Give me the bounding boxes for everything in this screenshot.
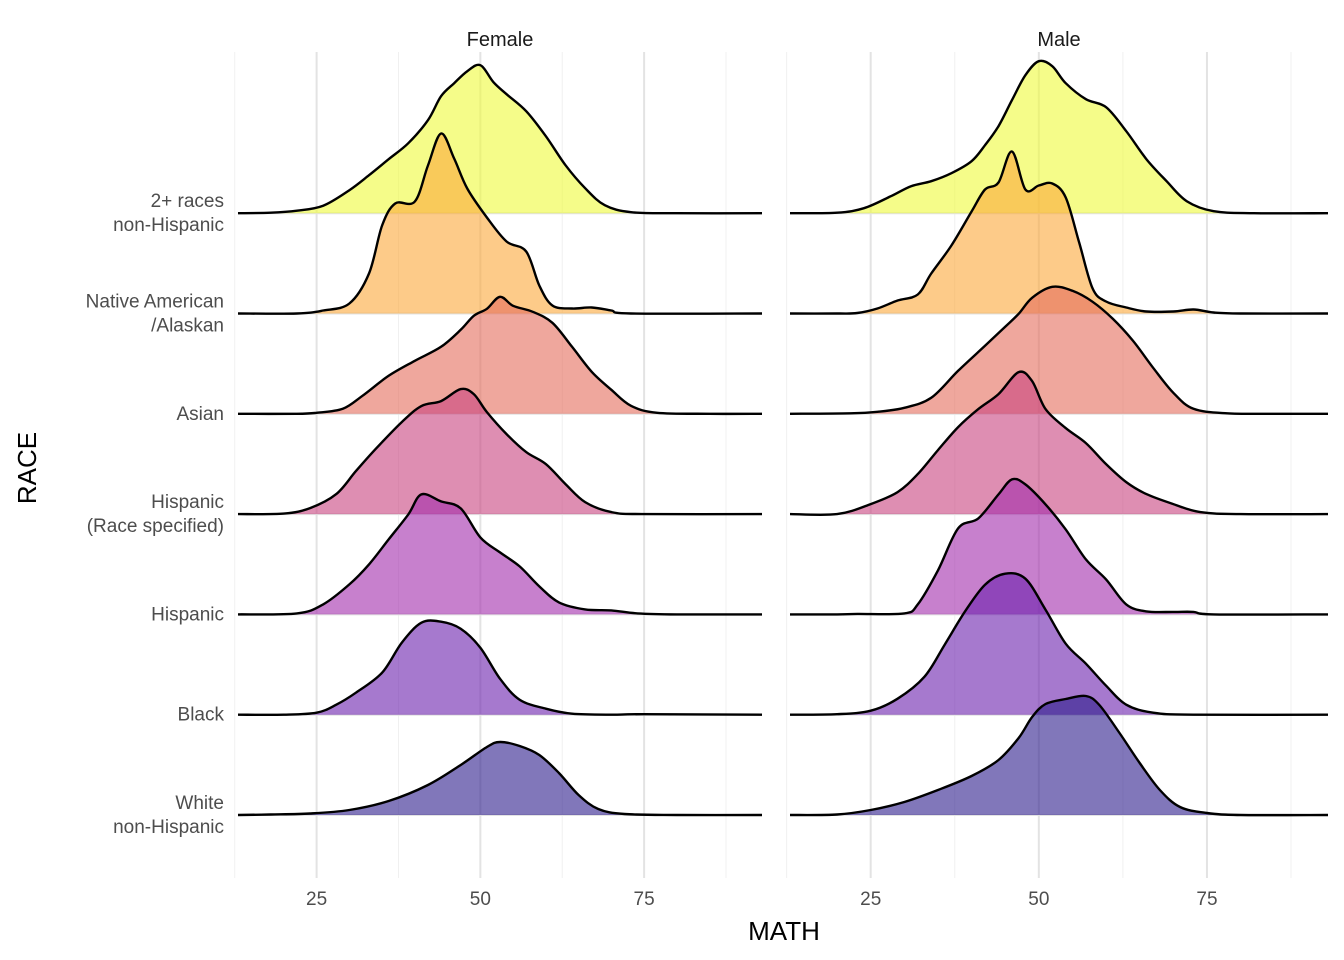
x-axis-title: MATH: [748, 916, 820, 946]
y-tick-label: Native American/Alaskan: [86, 292, 224, 337]
ridge-area-female-4: [238, 296, 762, 414]
x-tick-label-female: 50: [470, 889, 491, 910]
facet-label-female: Female: [467, 29, 534, 51]
ridge-area-male-1: [790, 573, 1328, 715]
ridge-area-female-1: [238, 620, 762, 715]
ridge-line-male-4: [789, 285, 1329, 416]
y-axis-title: RACE: [12, 432, 42, 504]
ridge-line-male-3: [789, 370, 1329, 517]
x-tick-label-male: 75: [1196, 889, 1217, 910]
ridge-area-male-3: [790, 371, 1328, 515]
ridge-line-male-5: [789, 150, 1329, 315]
ridge-line-female-3: [237, 387, 763, 516]
label-layer: 25 50 75 Female 25 50 75 Male White non-Hispanic B…: [86, 29, 1218, 910]
facet-label-male: Male: [1037, 29, 1080, 51]
ridge-line-female-0: [237, 740, 763, 817]
ridge-area-female-2: [238, 493, 762, 615]
y-tick-label: Hispanic (Race specified): [87, 492, 224, 537]
ridge-line-female-5: [237, 132, 763, 315]
ridge-layer: [237, 59, 1329, 817]
y-tick-label: Black: [178, 705, 225, 726]
ridge-area-male-6: [790, 60, 1328, 214]
ridge-area-male-4: [790, 286, 1328, 414]
ridge-line-female-1: [237, 619, 763, 717]
x-tick-label-male: 50: [1028, 889, 1049, 910]
ridge-line-male-6: [789, 59, 1329, 215]
y-tick-label: 2+ races non-Hispanic: [113, 191, 224, 236]
x-tick-label-female: 75: [634, 889, 655, 910]
ridge-line-male-0: [789, 694, 1329, 817]
ridge-line-female-6: [237, 63, 763, 215]
ridge-area-male-2: [790, 478, 1328, 615]
x-tick-label-male: 25: [860, 889, 881, 910]
y-tick-label: Hispanic: [151, 604, 224, 625]
ridge-line-female-2: [237, 492, 763, 616]
y-tick-label: White non-Hispanic: [113, 793, 224, 838]
ridge-area-female-5: [238, 133, 762, 314]
x-tick-label-female: 25: [306, 889, 327, 910]
ridge-area-female-3: [238, 388, 762, 515]
ridge-area-female-0: [238, 741, 762, 816]
y-tick-label: Asian: [176, 404, 224, 425]
ridge-area-male-0: [790, 695, 1328, 816]
ridge-line-female-4: [237, 295, 763, 416]
ridge-area-male-5: [790, 151, 1328, 314]
ridge-line-male-2: [789, 477, 1329, 616]
ridge-line-male-1: [789, 572, 1329, 717]
